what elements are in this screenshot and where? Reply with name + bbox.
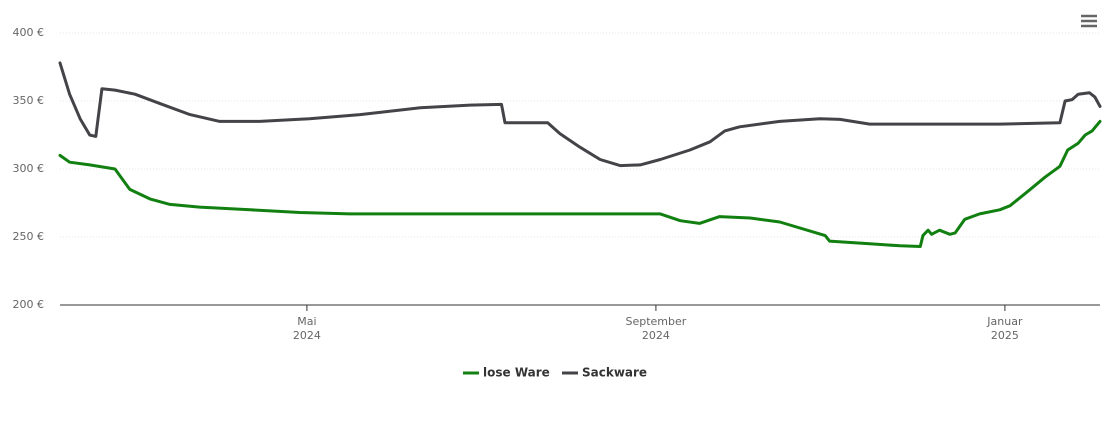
y-tick-label: 250 € xyxy=(13,230,45,243)
legend-label: Sackware xyxy=(582,366,647,380)
y-tick-label: 200 € xyxy=(13,298,45,311)
x-tick-label-part: September xyxy=(625,315,686,328)
legend-item[interactable]: Sackware xyxy=(562,366,647,380)
x-tick-label: Januar 2025 xyxy=(986,315,1023,342)
y-tick-label: 400 € xyxy=(13,26,45,39)
x-tick-label-part: 2024 xyxy=(642,329,670,342)
y-tick-label: 350 € xyxy=(13,94,45,107)
legend-item[interactable]: lose Ware xyxy=(463,366,550,380)
legend-label: lose Ware xyxy=(483,366,550,380)
y-tick-label: 300 € xyxy=(13,162,45,175)
x-tick-label-part: 2024 xyxy=(293,329,321,342)
x-tick-label-part: Januar xyxy=(986,315,1023,328)
series-line xyxy=(58,119,1102,248)
series-line xyxy=(58,61,1102,168)
x-tick-label: Mai 2024 xyxy=(293,315,321,342)
x-tick-label: September 2024 xyxy=(625,315,686,342)
x-tick-label-part: 2025 xyxy=(991,329,1019,342)
menu-button[interactable] xyxy=(1078,10,1100,32)
x-tick-label-part: Mai xyxy=(297,315,316,328)
